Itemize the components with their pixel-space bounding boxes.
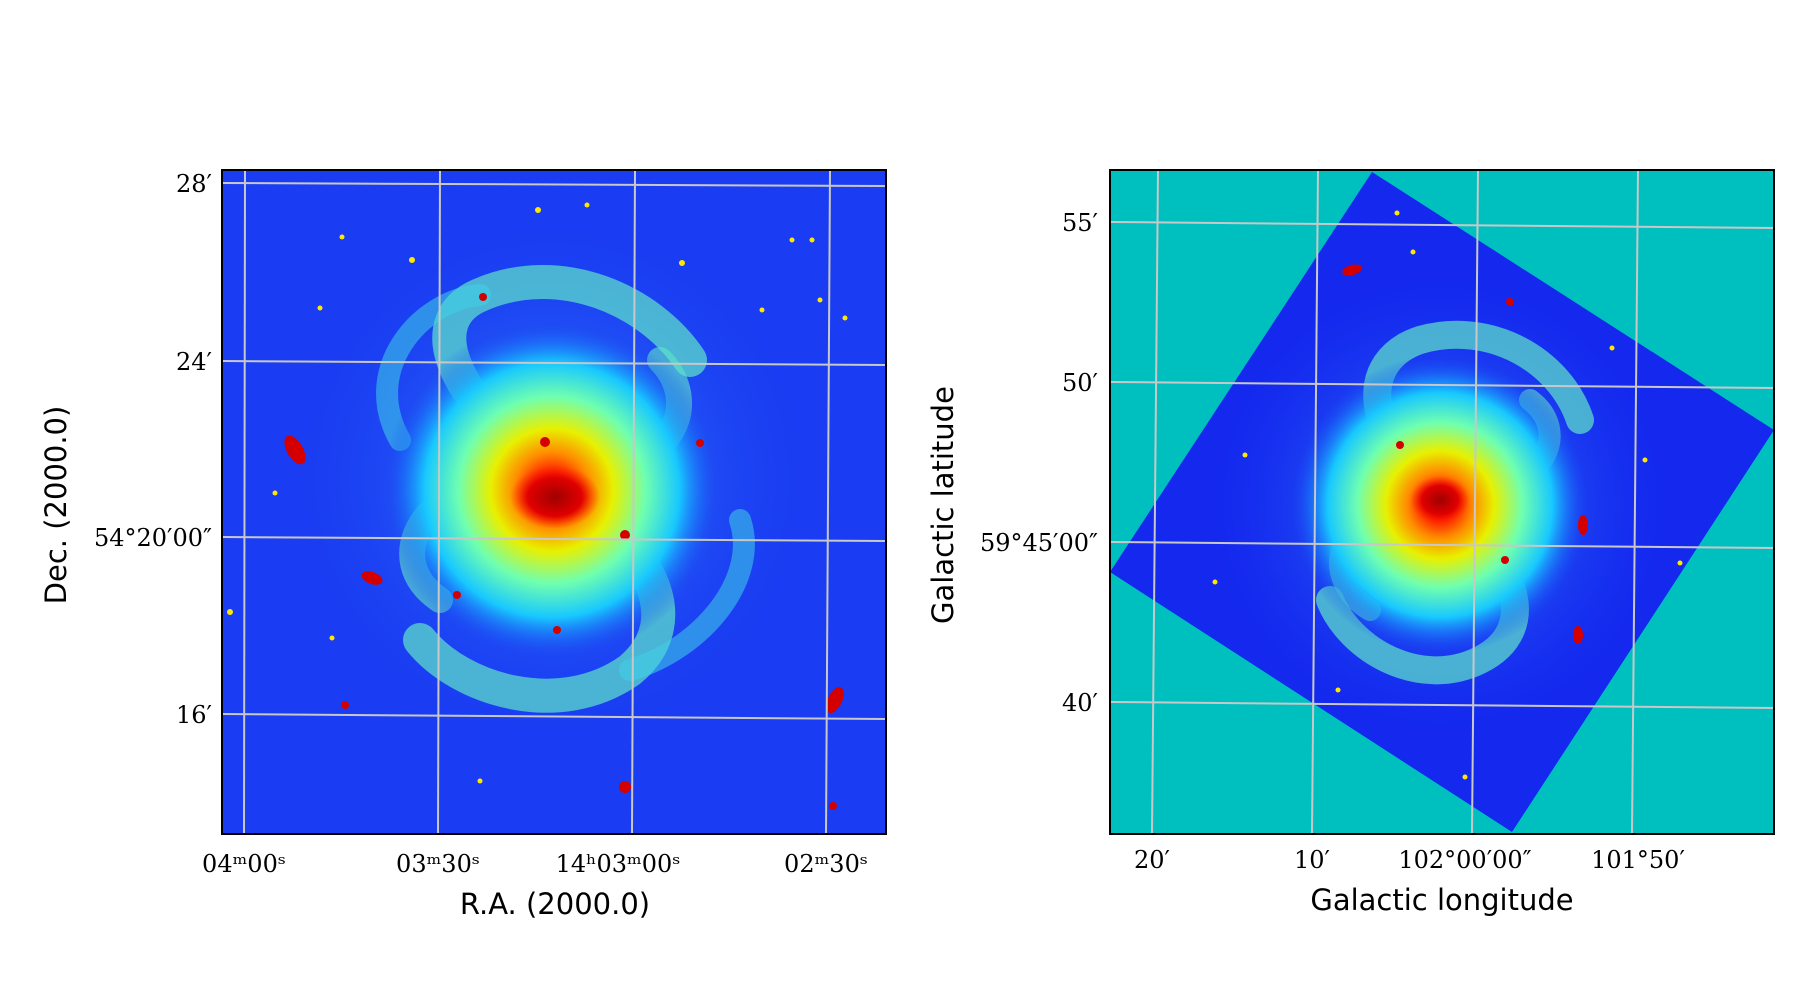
right-grid (1109, 169, 1775, 835)
right-xtick-label: 101°50′ (1591, 846, 1685, 874)
left-xtick-label: 03ᵐ30ˢ (396, 850, 480, 878)
left-ytick-label: 54°20′00″ (94, 524, 212, 552)
right-xtick-label: 10′ (1294, 846, 1330, 874)
hii-regions (284, 293, 844, 810)
right-ytick-label: 50′ (1062, 369, 1098, 397)
right-xlabel: Galactic longitude (1310, 883, 1573, 917)
left-xtick-label: 14ʰ03ᵐ00ˢ (556, 850, 681, 878)
right-ytick-label: 55′ (1062, 209, 1098, 237)
left-ytick-labels: 28′ 24′ 54°20′00″ 16′ (94, 170, 212, 729)
left-ytick-label: 28′ (176, 170, 212, 198)
right-image (1110, 170, 1774, 834)
right-xtick-label: 20′ (1134, 846, 1170, 874)
left-xtick-label: 02ᵐ30ˢ (784, 850, 868, 878)
left-ytick-label: 24′ (176, 348, 212, 376)
left-ylabel: Dec. (2000.0) (39, 406, 73, 605)
left-image (222, 170, 886, 834)
right-axes-frame (1109, 169, 1775, 835)
right-ytick-labels: 55′ 50′ 59°45′00″ 40′ (980, 209, 1098, 717)
right-xtick-labels: 20′ 10′ 102°00′00″ 101°50′ (1134, 846, 1685, 874)
right-ytick-label: 40′ (1062, 689, 1098, 717)
right-xtick-label: 102°00′00″ (1398, 846, 1531, 874)
left-axes-frame (221, 169, 887, 835)
left-xtick-label: 04ᵐ00ˢ (202, 850, 286, 878)
left-grid (221, 169, 887, 835)
right-ylabel: Galactic latitude (926, 386, 960, 624)
left-xlabel: R.A. (2000.0) (460, 887, 650, 921)
foreground-stars (227, 202, 848, 784)
left-xtick-labels: 04ᵐ00ˢ 03ᵐ30ˢ 14ʰ03ᵐ00ˢ 02ᵐ30ˢ (202, 850, 868, 878)
left-ytick-label: 16′ (176, 701, 212, 729)
right-ytick-label: 59°45′00″ (980, 529, 1098, 557)
left-panel: 04ᵐ00ˢ 03ᵐ30ˢ 14ʰ03ᵐ00ˢ 02ᵐ30ˢ 28′ 24′ 5… (39, 169, 887, 921)
right-panel: 20′ 10′ 102°00′00″ 101°50′ 55′ 50′ 59°45… (926, 169, 1775, 917)
